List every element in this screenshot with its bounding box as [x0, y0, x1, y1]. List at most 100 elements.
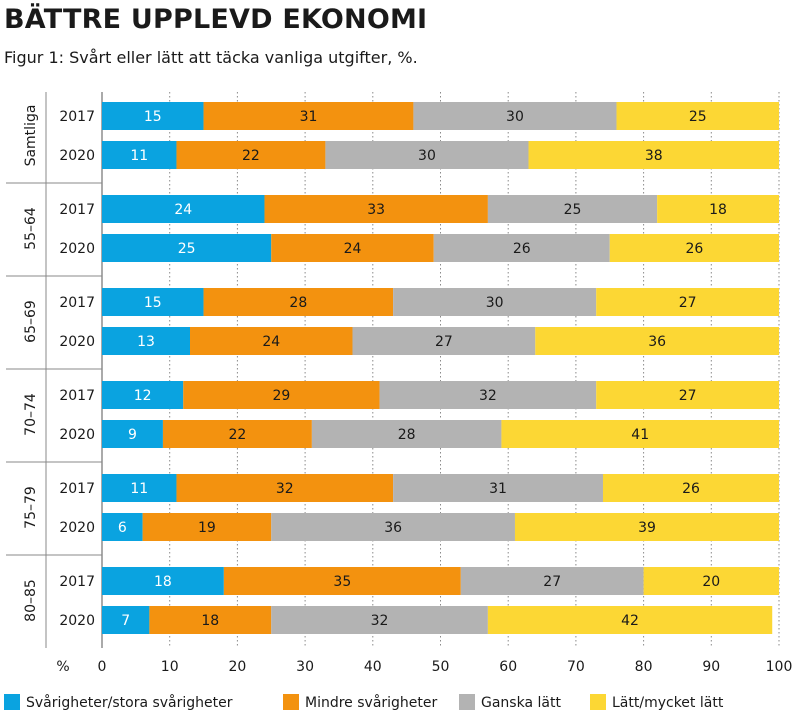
bar-segment	[162, 420, 312, 448]
data-label: 20	[702, 574, 720, 590]
data-label: 38	[645, 148, 663, 164]
year-label: 2017	[59, 574, 95, 590]
group-label: 70–74	[23, 393, 39, 436]
data-label: 30	[506, 109, 524, 125]
group-label: 65–69	[23, 300, 39, 343]
bar-segment	[271, 606, 488, 634]
bar-segment	[176, 474, 394, 502]
data-label: 30	[418, 148, 436, 164]
x-tick-label: 20	[228, 659, 246, 675]
legend-label: Mindre svårigheter	[305, 694, 438, 711]
bar-segment	[203, 288, 394, 316]
bar-segment	[176, 141, 326, 169]
x-tick-label: 80	[635, 659, 653, 675]
data-label: 15	[144, 109, 162, 125]
bar-segment	[352, 327, 536, 355]
bar-segment	[102, 381, 184, 409]
bar-segment	[379, 381, 597, 409]
x-tick-label: 70	[567, 659, 585, 675]
data-label: 27	[435, 334, 453, 350]
bar-segment	[142, 513, 272, 541]
data-label: 27	[679, 295, 697, 311]
x-tick-label: 0	[98, 659, 107, 675]
data-label: 24	[174, 202, 192, 218]
bar-segment	[102, 567, 224, 595]
data-label: 27	[543, 574, 561, 590]
x-tick-label: 50	[432, 659, 450, 675]
data-label: 36	[648, 334, 666, 350]
bar-segment	[149, 606, 272, 634]
x-tick-label: 30	[296, 659, 314, 675]
bar-segment	[535, 327, 779, 355]
x-tick-label: 90	[702, 659, 720, 675]
bar-segment	[183, 381, 380, 409]
bar-segment	[102, 288, 204, 316]
data-label: 18	[709, 202, 727, 218]
bar-segment	[393, 288, 597, 316]
bar-segment	[596, 381, 779, 409]
legend-label: Lätt/mycket lätt	[612, 695, 724, 711]
bar-segment	[514, 513, 779, 541]
data-label: 24	[344, 241, 362, 257]
x-tick-label: 100	[766, 659, 793, 675]
year-label: 2020	[59, 613, 95, 629]
data-label: 22	[228, 427, 246, 443]
bar-segment	[102, 102, 204, 130]
data-label: 6	[118, 520, 127, 536]
data-label: 25	[689, 109, 707, 125]
data-label: 41	[631, 427, 649, 443]
bar-segment	[602, 474, 779, 502]
bar-segment	[190, 327, 353, 355]
bar-segment	[433, 234, 610, 262]
year-label: 2017	[59, 295, 95, 311]
bar-segment	[223, 567, 461, 595]
data-label: 11	[130, 148, 148, 164]
legend-swatch	[283, 694, 299, 710]
legend-swatch	[459, 694, 475, 710]
year-label: 2020	[59, 148, 95, 164]
x-tick-label: 40	[364, 659, 382, 675]
bar-segment	[102, 420, 163, 448]
year-label: 2017	[59, 388, 95, 404]
data-label: 32	[276, 481, 294, 497]
bar-segment	[596, 288, 779, 316]
group-label: Samtliga	[23, 105, 39, 167]
year-label: 2020	[59, 334, 95, 350]
data-label: 31	[489, 481, 507, 497]
data-label: 31	[300, 109, 318, 125]
bar-segment	[102, 195, 265, 223]
legend-label: Ganska lätt	[481, 695, 561, 711]
year-label: 2020	[59, 427, 95, 443]
bar-segment	[311, 420, 502, 448]
chart-title: BÄTTRE UPPLEVD EKONOMI	[4, 4, 428, 35]
data-label: 11	[130, 481, 148, 497]
data-label: 26	[682, 481, 700, 497]
bar-segment	[393, 474, 603, 502]
data-label: 35	[333, 574, 351, 590]
year-label: 2020	[59, 241, 95, 257]
data-label: 25	[564, 202, 582, 218]
data-label: 22	[242, 148, 260, 164]
year-label: 2017	[59, 481, 95, 497]
data-label: 30	[486, 295, 504, 311]
data-label: 42	[621, 613, 639, 629]
bar-segment	[460, 567, 644, 595]
data-label: 32	[479, 388, 497, 404]
data-label: 26	[513, 241, 531, 257]
bar-segment	[501, 420, 779, 448]
data-label: 26	[685, 241, 703, 257]
bar-segment	[609, 234, 779, 262]
bar-segment	[325, 141, 529, 169]
legend-label: Svårigheter/stora svårigheter	[26, 694, 233, 711]
bar-segment	[203, 102, 414, 130]
year-label: 2017	[59, 202, 95, 218]
data-label: 13	[137, 334, 155, 350]
chart-subtitle: Figur 1: Svårt eller lätt att täcka vanl…	[4, 48, 418, 67]
data-label: 27	[679, 388, 697, 404]
data-label: 18	[154, 574, 172, 590]
group-label: 55–64	[23, 207, 39, 250]
data-label: 18	[201, 613, 219, 629]
data-label: 39	[638, 520, 656, 536]
data-label: 15	[144, 295, 162, 311]
legend-swatch	[590, 694, 606, 710]
